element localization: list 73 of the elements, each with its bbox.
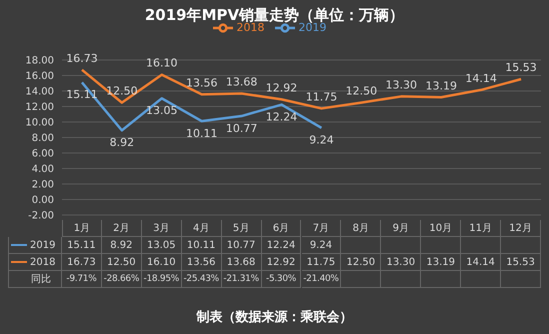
y-tick-label: 14.00 (25, 86, 54, 98)
text: 13.30 (386, 78, 418, 92)
y-tick-label: 4.00 (32, 164, 54, 176)
y-tick-label: 12.00 (25, 102, 54, 114)
data-label: 13.56 (182, 254, 222, 271)
data-label: 16.10 (142, 254, 182, 271)
text: 16.10 (146, 56, 178, 70)
x-tick-label: 7月 (302, 220, 342, 237)
x-tick-label: 10月 (421, 220, 462, 237)
text: 8.92 (110, 136, 134, 150)
data-label: 12.24 (262, 237, 302, 254)
data-label: 8.92 (102, 237, 142, 254)
text: 13.19 (425, 79, 457, 92)
text: 制表（数据来源：乘联会） (195, 308, 354, 326)
data-label: 10.77 (222, 237, 262, 254)
x-tick-label: 6月 (262, 220, 302, 237)
text: -28.66% (102, 271, 142, 288)
data-label: 13.68 (222, 254, 262, 271)
text: -21.31% (222, 271, 262, 288)
y-tick-label: 8.00 (32, 133, 54, 144)
y-tick-label: 10.00 (25, 118, 54, 129)
text: 2018 (30, 257, 56, 268)
text: 9.24 (309, 134, 334, 147)
text: 16.73 (66, 52, 98, 65)
text: 13.05 (146, 104, 178, 118)
text: 14.14 (465, 72, 497, 85)
y-tick-label: 6.00 (32, 148, 54, 160)
y-tick-label: -2.00 (28, 210, 54, 222)
x-tick-label: 12月 (501, 220, 541, 237)
x-tick-label: 5月 (222, 220, 262, 237)
text: 10.77 (226, 122, 258, 135)
data-label: 9.24 (302, 237, 342, 254)
data-label: 12.92 (262, 254, 302, 271)
y-tick-label: 2.00 (32, 180, 54, 191)
text: 10.11 (186, 126, 218, 140)
text: -25.43% (182, 271, 222, 288)
data-label: 14.14 (461, 254, 502, 271)
text: 同比 (8, 271, 62, 288)
legend-label: 2018 (236, 21, 264, 34)
data-label: 15.11 (62, 237, 102, 254)
chart-title: 2019年MPV销量走势（单位：万辆） (144, 6, 406, 24)
data-label: 16.73 (62, 254, 102, 271)
data-label: 10.11 (182, 237, 222, 254)
x-tick-label: 2月 (102, 220, 142, 237)
text: 2019 (30, 240, 56, 251)
text: 11.75 (306, 90, 338, 104)
text: 13.68 (226, 75, 258, 88)
x-tick-label: 3月 (142, 220, 182, 237)
text: 15.53 (505, 61, 537, 74)
data-label: 12.50 (102, 254, 142, 271)
data-label: 12.50 (341, 254, 382, 271)
data-label: 15.53 (501, 254, 541, 271)
text: -21.40% (302, 271, 342, 288)
x-tick-label: 1月 (62, 220, 102, 237)
text: 12.92 (266, 81, 298, 94)
data-label: 13.05 (142, 237, 182, 254)
data-label: 11.75 (302, 254, 342, 271)
x-tick-label: 8月 (341, 220, 382, 237)
x-tick-label: 11月 (461, 220, 502, 237)
text: -9.71% (62, 271, 102, 288)
text: 12.24 (266, 110, 298, 124)
y-tick-label: 0.00 (32, 195, 54, 206)
y-tick-label: 18.00 (25, 56, 54, 67)
data-label: 13.30 (381, 254, 422, 271)
text: 12.50 (346, 84, 378, 98)
y-tick-label: 16.00 (25, 71, 54, 82)
text: -18.95% (142, 271, 182, 288)
data-label: 13.19 (421, 254, 462, 271)
x-tick-label: 4月 (182, 220, 222, 237)
x-tick-label: 9月 (381, 220, 422, 237)
text: -5.30% (262, 271, 302, 288)
legend-label: 2019 (298, 21, 326, 34)
text: 13.56 (186, 76, 218, 90)
